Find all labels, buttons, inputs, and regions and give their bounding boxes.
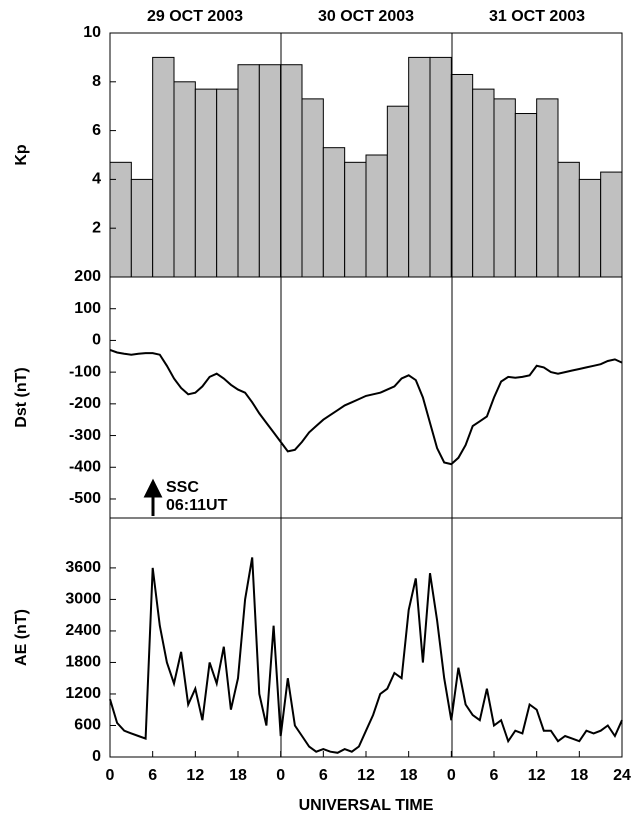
x-tick-label: 0 bbox=[106, 767, 115, 784]
y-axis-title: AE (nT) bbox=[13, 609, 30, 666]
x-tick-label: 0 bbox=[447, 767, 456, 784]
bar bbox=[280, 64, 303, 278]
x-tick-label: 24 bbox=[613, 767, 631, 784]
bar bbox=[450, 73, 474, 278]
bar bbox=[536, 98, 559, 278]
bar bbox=[365, 154, 388, 278]
data-line bbox=[109, 348, 623, 466]
y-tick-label: 600 bbox=[74, 717, 101, 734]
y-tick-label: -300 bbox=[69, 427, 101, 444]
y-tick-label: 100 bbox=[74, 300, 101, 317]
bar bbox=[301, 98, 324, 278]
bar bbox=[194, 88, 218, 278]
bar bbox=[578, 178, 602, 278]
bar bbox=[344, 161, 367, 278]
y-tick-label: 1200 bbox=[65, 685, 101, 702]
bar bbox=[258, 64, 282, 278]
bar bbox=[173, 81, 196, 278]
bar bbox=[152, 56, 175, 278]
y-tick-label: -400 bbox=[69, 458, 101, 475]
y-tick-label: 0 bbox=[92, 332, 101, 349]
y-tick-label: 6 bbox=[92, 122, 101, 139]
bar bbox=[600, 171, 623, 278]
y-tick-label: -200 bbox=[69, 395, 101, 412]
x-tick-label: 18 bbox=[400, 767, 418, 784]
bar bbox=[386, 105, 410, 278]
bar bbox=[130, 178, 154, 278]
x-tick-label: 12 bbox=[186, 767, 204, 784]
y-tick-label: 3600 bbox=[65, 559, 101, 576]
y-tick-label: 8 bbox=[92, 73, 101, 90]
x-tick-label: 18 bbox=[570, 767, 588, 784]
day-label: 29 OCT 2003 bbox=[147, 8, 243, 25]
x-tick-label: 12 bbox=[528, 767, 546, 784]
y-tick-label: 10 bbox=[83, 24, 101, 41]
data-line bbox=[109, 557, 623, 754]
x-tick-label: 18 bbox=[229, 767, 247, 784]
y-tick-label: -500 bbox=[69, 490, 101, 507]
y-tick-label: 0 bbox=[92, 748, 101, 765]
x-axis-title: UNIVERSAL TIME bbox=[299, 797, 434, 814]
day-label: 31 OCT 2003 bbox=[489, 8, 585, 25]
bar bbox=[429, 56, 452, 278]
annotation: SSC bbox=[166, 479, 199, 496]
x-tick-label: 12 bbox=[357, 767, 375, 784]
y-tick-label: 3000 bbox=[65, 591, 101, 608]
bar bbox=[493, 98, 516, 278]
ssc-arrow bbox=[143, 478, 163, 516]
day-label: 30 OCT 2003 bbox=[318, 8, 414, 25]
x-tick-label: 0 bbox=[276, 767, 285, 784]
y-tick-label: 2400 bbox=[65, 622, 101, 639]
y-tick-label: 4 bbox=[92, 171, 101, 188]
bar bbox=[557, 161, 580, 278]
x-tick-label: 6 bbox=[490, 767, 499, 784]
bar bbox=[472, 88, 495, 278]
y-tick-label: 2 bbox=[92, 219, 101, 236]
plots bbox=[109, 56, 623, 754]
y-axis-title: Dst (nT) bbox=[13, 367, 30, 427]
bar bbox=[322, 147, 346, 278]
bar bbox=[237, 64, 260, 278]
bar bbox=[514, 113, 538, 278]
x-tick-label: 6 bbox=[319, 767, 328, 784]
annotation: 06:11UT bbox=[166, 497, 228, 514]
x-tick-label: 6 bbox=[148, 767, 157, 784]
bar bbox=[216, 88, 239, 278]
y-axis-title: Kp bbox=[13, 144, 30, 166]
bar bbox=[408, 56, 431, 278]
y-tick-label: 200 bbox=[74, 268, 101, 285]
y-tick-label: -100 bbox=[69, 363, 101, 380]
y-tick-label: 1800 bbox=[65, 654, 101, 671]
